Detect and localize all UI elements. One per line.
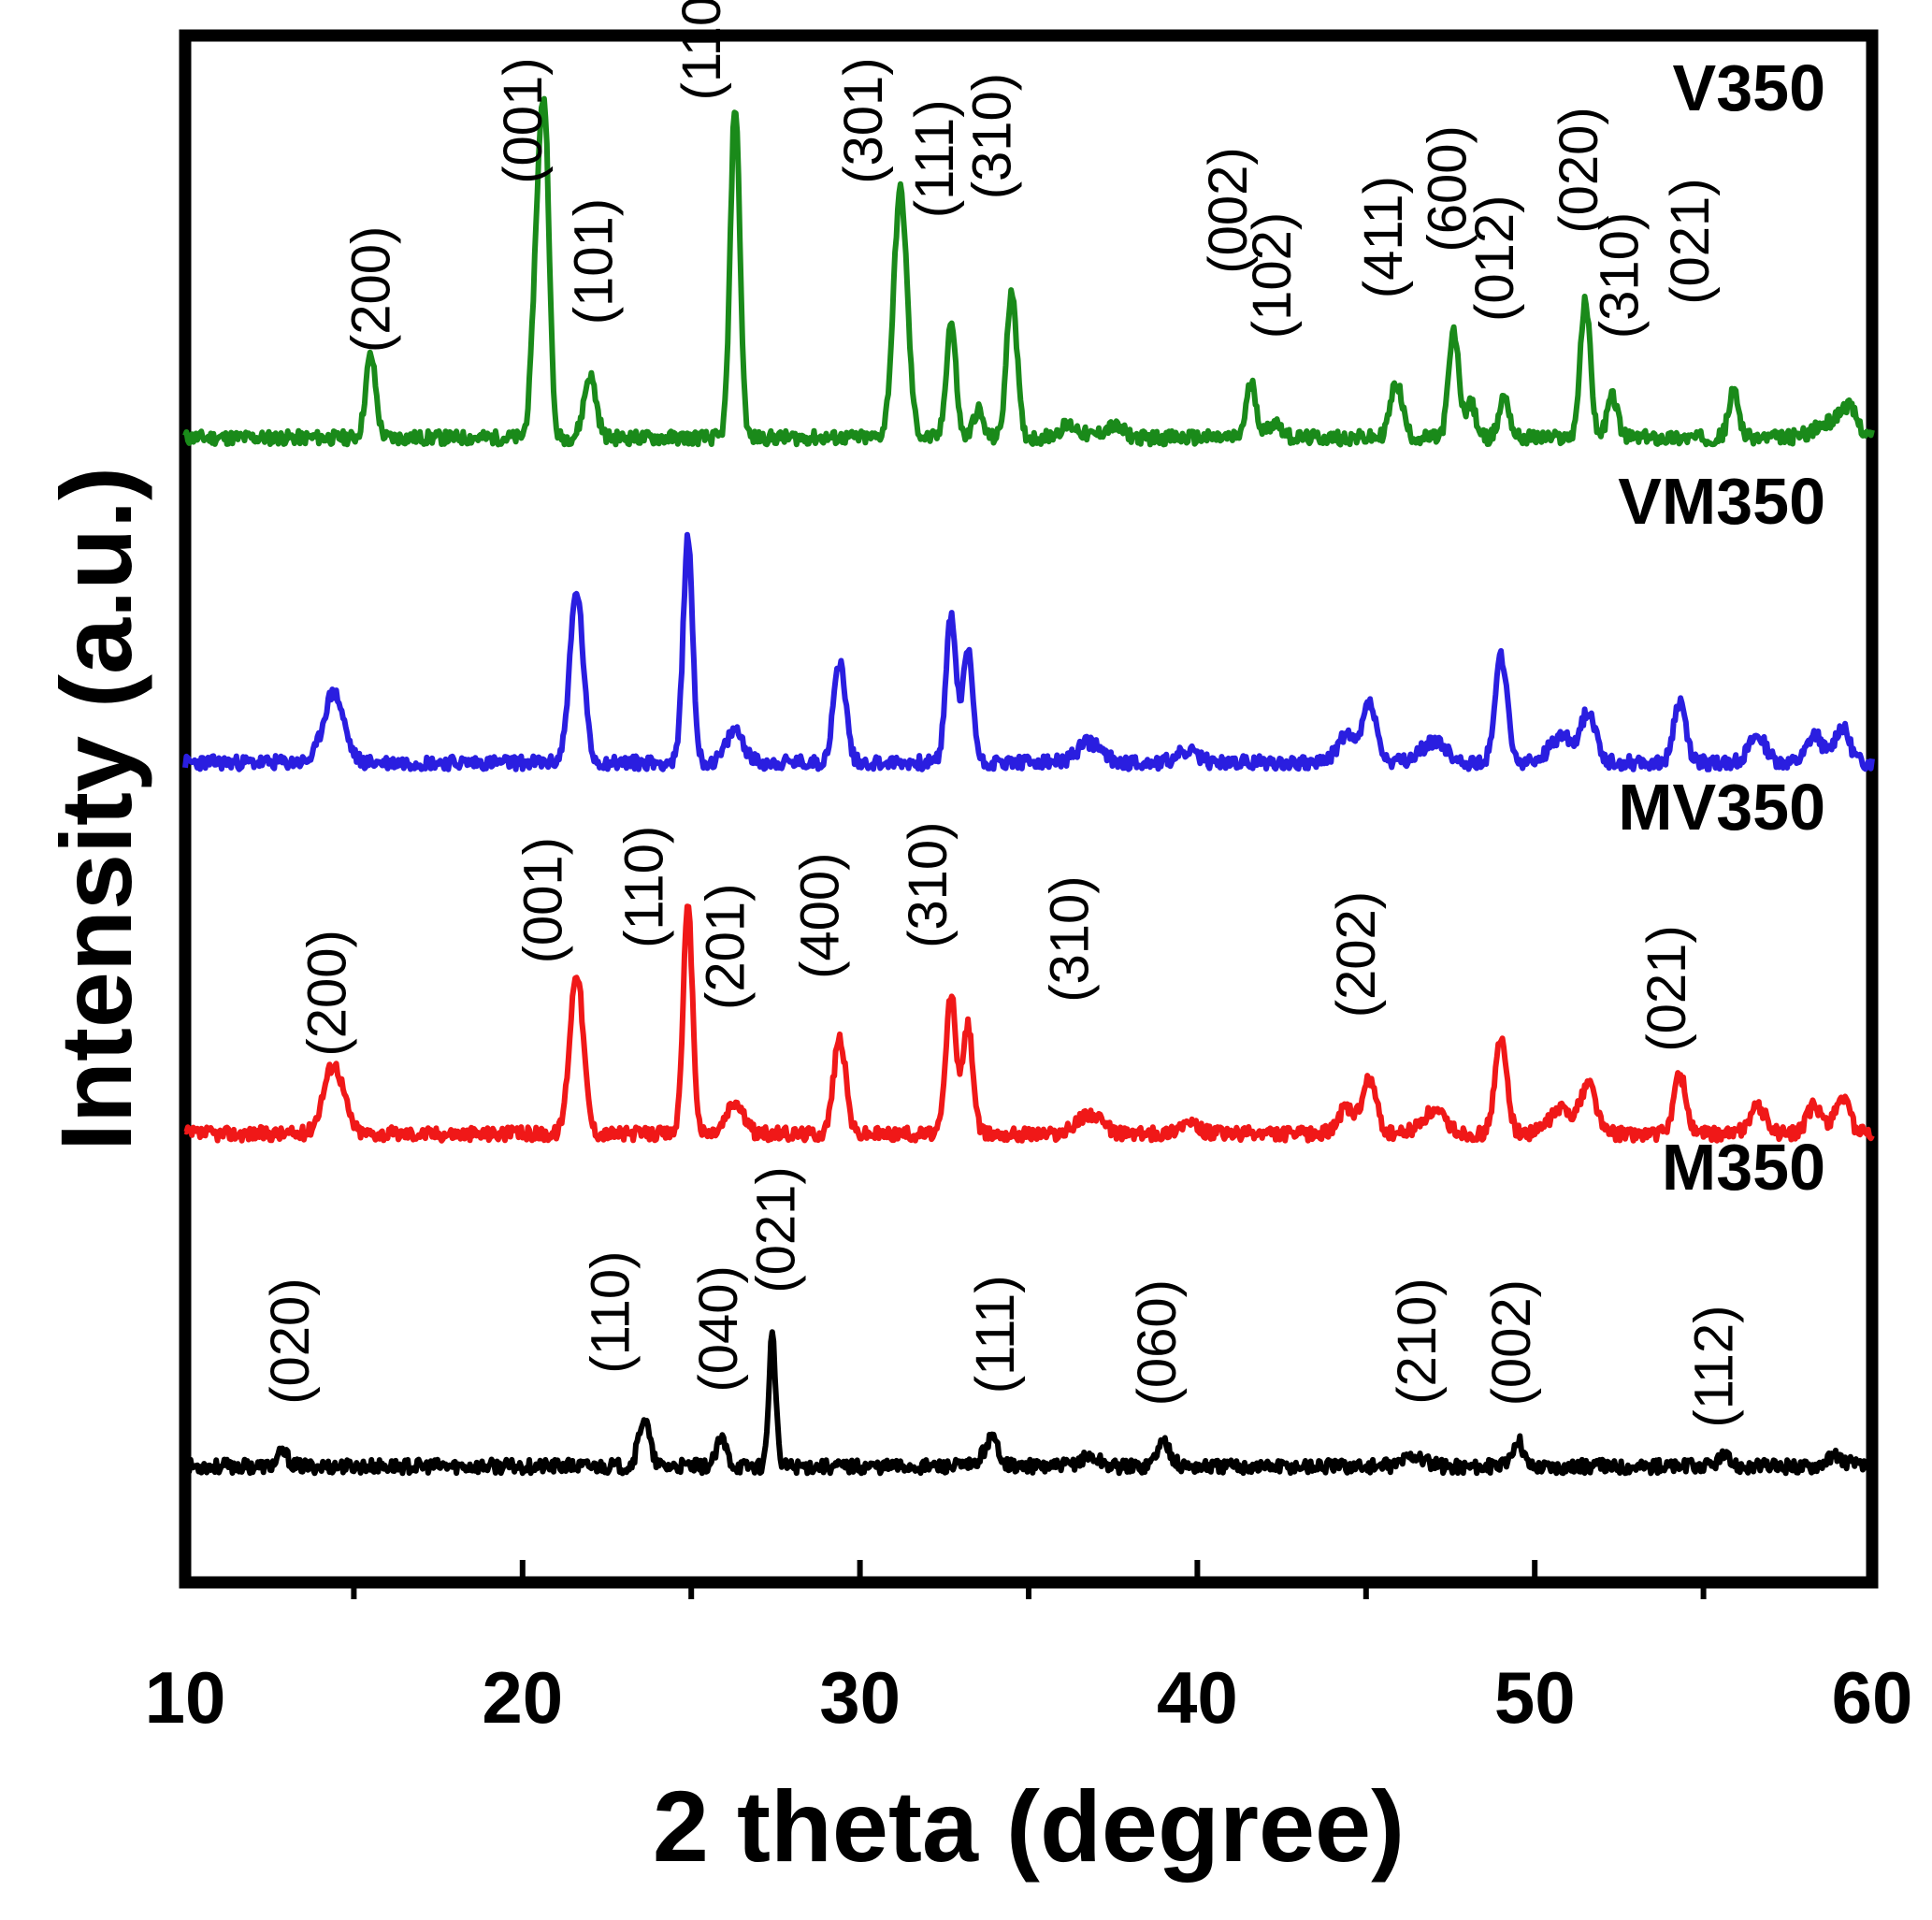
peak-label: (021) [745,1166,806,1292]
series-label-m350: M350 [1662,1131,1825,1204]
peak-label: (001) [512,837,573,963]
peak-label: (111) [904,99,965,218]
y-axis-title: Intensity (a.u.) [39,467,152,1151]
peak-label: (202) [1326,891,1387,1018]
peak-label: (201) [695,884,756,1010]
series-name-layer: V350 VM350 MV350 M350 [1618,51,1825,1204]
x-tick-label: 60 [1832,1656,1913,1739]
peak-label: (021) [1636,925,1697,1051]
peak-label-layer: (200)(001)(101)(110)(301) (111)(310)(002)… [260,0,1745,1428]
series-line-vm350 [182,531,1875,772]
peak-label: (310) [1039,875,1100,1002]
peak-label: (021) [1660,178,1721,304]
series-line-mv350 [183,903,1875,1144]
series-label-vm350: VM350 [1618,465,1825,538]
peak-label: (110) [614,826,675,948]
peak-label: (002) [1198,147,1259,273]
x-tick-label: 50 [1494,1656,1576,1739]
peak-label: (200) [340,226,401,353]
peak-label: (110) [581,1251,642,1374]
peak-label: (310) [898,821,959,947]
peak-label: (101) [564,198,625,325]
series-line-v350 [182,95,1875,448]
peak-label: (040) [688,1265,749,1392]
x-axis-title: 2 theta (degree) [653,1769,1405,1883]
x-tick-label: 20 [482,1656,563,1739]
peak-label: (110) [671,0,732,101]
peak-label: (400) [789,852,850,978]
peak-label: (001) [493,57,554,183]
x-tick-label: 30 [819,1656,901,1739]
peak-label: (020) [1549,107,1609,233]
peak-label: (310) [1589,212,1650,339]
peak-label: (020) [260,1278,321,1404]
peak-label: (310) [961,73,1022,199]
x-tick-label: 40 [1157,1656,1238,1739]
series-line-m350 [182,1329,1874,1477]
peak-label: (301) [833,57,894,183]
x-axis-ticks: 10 20 30 40 50 60 [145,1560,1913,1739]
series-label-v350: V350 [1673,51,1825,124]
series-label-mv350: MV350 [1618,771,1825,844]
peak-label: (102) [1242,212,1303,339]
peak-label: (600) [1417,125,1478,252]
x-tick-label: 10 [145,1656,226,1739]
peak-label: (210) [1387,1278,1448,1404]
peak-label: (012) [1464,195,1525,322]
series-layer [182,95,1875,1477]
peak-label: (060) [1127,1279,1188,1406]
peak-label: (411) [1353,176,1414,298]
peak-label: (200) [297,930,358,1056]
peak-label: (111) [965,1275,1026,1393]
peak-label: (112) [1683,1305,1744,1427]
peak-label: (002) [1481,1279,1542,1406]
